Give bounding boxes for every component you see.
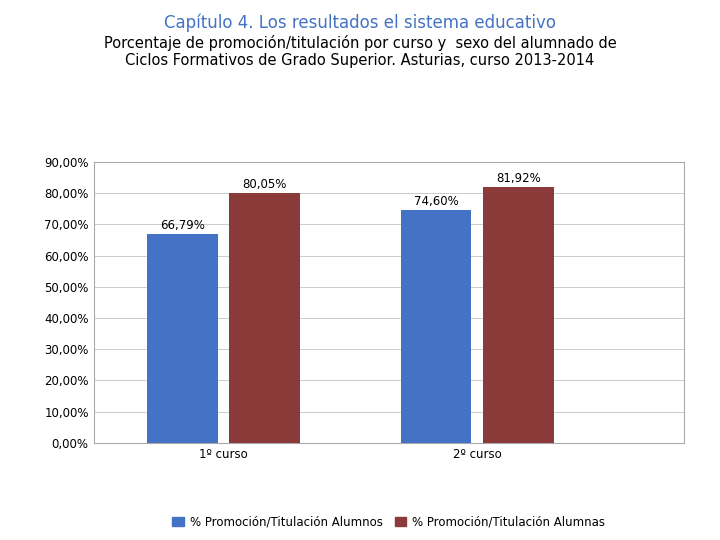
- Bar: [230, 193, 300, 443]
- Text: 80,05%: 80,05%: [243, 178, 287, 191]
- Legend: % Promoción/Titulación Alumnos, % Promoción/Titulación Alumnas: % Promoción/Titulación Alumnos, % Promoc…: [168, 510, 610, 533]
- Bar: [400, 210, 472, 443]
- Bar: [483, 187, 554, 443]
- Text: Capítulo 4. Los resultados el sistema educativo: Capítulo 4. Los resultados el sistema ed…: [164, 14, 556, 32]
- Text: 74,60%: 74,60%: [414, 194, 459, 207]
- Text: Porcentaje de promoción/titulación por curso y  sexo del alumnado de
Ciclos Form: Porcentaje de promoción/titulación por c…: [104, 35, 616, 69]
- Text: 81,92%: 81,92%: [496, 172, 541, 185]
- Text: 66,79%: 66,79%: [160, 219, 204, 232]
- Bar: [147, 234, 217, 443]
